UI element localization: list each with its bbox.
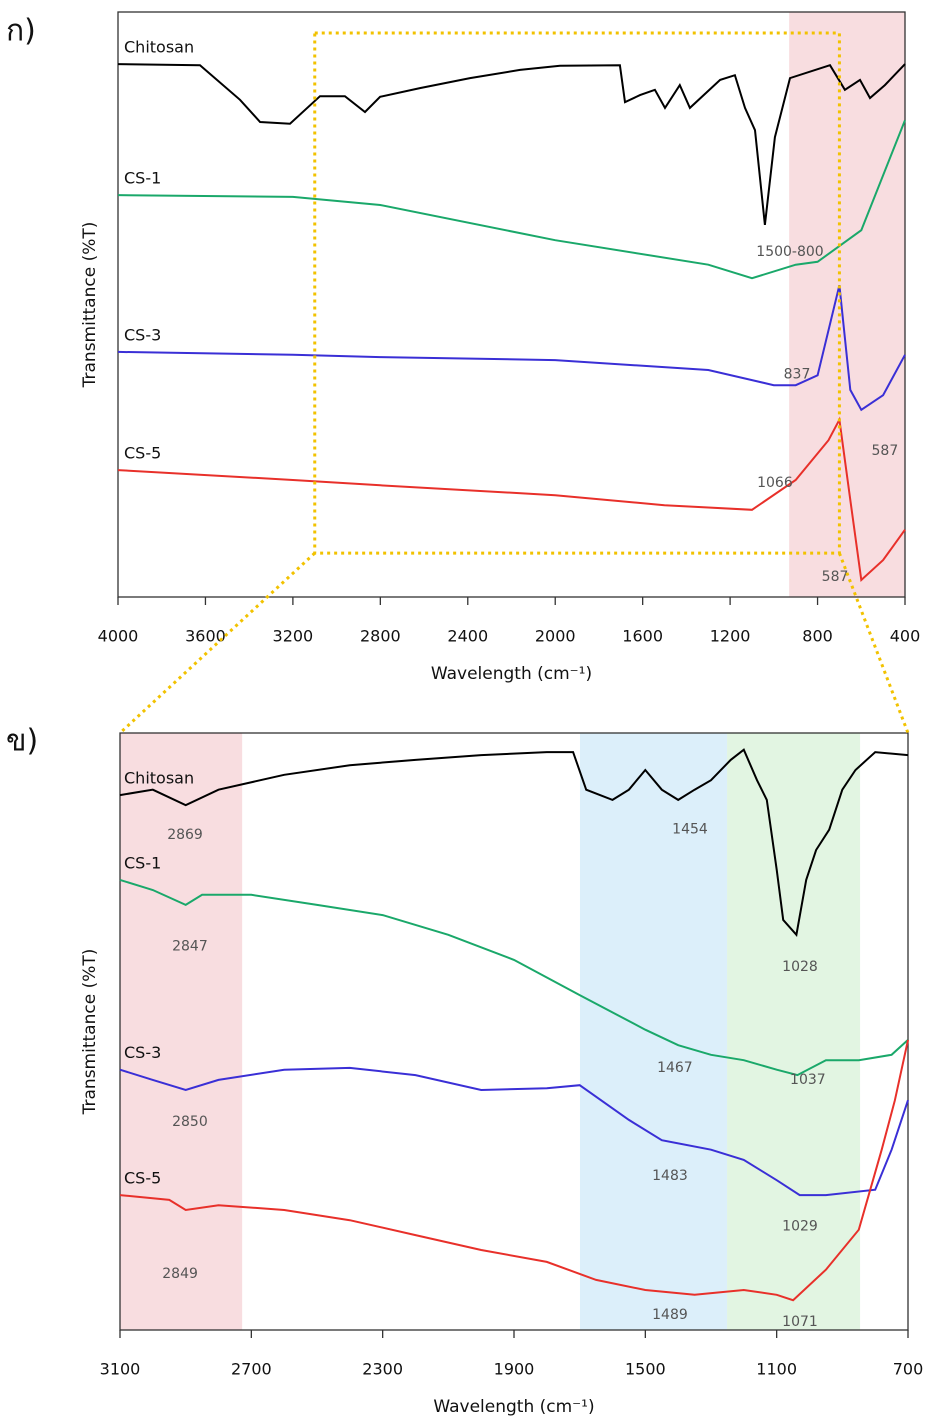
x-tick-label: 3100 — [100, 1360, 141, 1379]
peak-annotation: 2849 — [162, 1266, 198, 1282]
x-tick-label: 2800 — [360, 627, 401, 646]
x-tick-label: 1500 — [625, 1360, 666, 1379]
spectrum-line — [117, 416, 906, 583]
peak-annotation: 2869 — [167, 827, 203, 843]
series-label: CS-5 — [124, 444, 161, 463]
x-axis-label: Wavelength (cm⁻¹) — [433, 1397, 594, 1417]
highlight-region — [727, 733, 861, 1330]
series-label: CS-5 — [124, 1169, 161, 1188]
spectrum-line — [117, 63, 906, 226]
spectrum-line — [119, 748, 909, 938]
highlight-region — [120, 733, 243, 1330]
series-label: Chitosan — [124, 769, 194, 788]
x-tick-label: 1600 — [622, 627, 663, 646]
peak-annotation: 1454 — [672, 822, 708, 838]
spectrum-line — [117, 284, 906, 412]
x-tick-label: 3600 — [185, 627, 226, 646]
x-tick-label: 2300 — [362, 1360, 403, 1379]
y-axis-label: Transmittance (%T) — [80, 949, 100, 1116]
peak-annotation: 2850 — [172, 1114, 208, 1130]
x-tick-label: 700 — [893, 1360, 924, 1379]
x-tick-label: 1200 — [710, 627, 751, 646]
x-tick-label: 2400 — [447, 627, 488, 646]
peak-annotation: 837 — [784, 367, 811, 383]
x-tick-label: 800 — [802, 627, 833, 646]
peak-annotation: 1467 — [657, 1060, 693, 1076]
highlight-region — [579, 733, 728, 1330]
x-tick-label: 1900 — [494, 1360, 535, 1379]
zoom-connector — [118, 552, 316, 735]
x-axis-label: Wavelength (cm⁻¹) — [431, 664, 592, 684]
peak-annotation: 1037 — [790, 1072, 826, 1088]
series-label: Chitosan — [124, 38, 194, 57]
series-label: CS-3 — [124, 1043, 161, 1062]
plot-frame — [117, 11, 906, 598]
peak-annotation: 1483 — [652, 1168, 688, 1184]
x-tick-label: 2000 — [535, 627, 576, 646]
panel-label: ก) — [6, 14, 36, 49]
peak-annotation: 587 — [822, 569, 849, 585]
peak-annotation: 1500-800 — [756, 244, 823, 260]
x-tick-label: 1100 — [756, 1360, 797, 1379]
peak-annotation: 1029 — [782, 1219, 818, 1235]
series-label: CS-3 — [124, 325, 161, 344]
panel-label: ข) — [6, 724, 38, 759]
spectrum-line — [119, 878, 909, 1077]
peak-annotation: 587 — [872, 443, 899, 459]
spectrum-line — [119, 1039, 909, 1302]
zoom-box — [313, 31, 841, 555]
x-tick-label: 4000 — [98, 627, 139, 646]
spectrum-line — [119, 1066, 909, 1197]
x-tick-label: 400 — [890, 627, 921, 646]
peak-annotation: 1071 — [782, 1314, 818, 1330]
x-tick-label: 2700 — [231, 1360, 272, 1379]
peak-annotation: 1028 — [782, 959, 818, 975]
peak-annotation: 1066 — [757, 475, 793, 491]
series-label: CS-1 — [124, 169, 161, 188]
peak-annotation: 1489 — [652, 1307, 688, 1323]
y-axis-label: Transmittance (%T) — [80, 222, 100, 389]
x-tick-label: 3200 — [273, 627, 314, 646]
highlight-region — [789, 12, 905, 597]
peak-annotation: 2847 — [172, 939, 208, 955]
series-label: CS-1 — [124, 853, 161, 872]
